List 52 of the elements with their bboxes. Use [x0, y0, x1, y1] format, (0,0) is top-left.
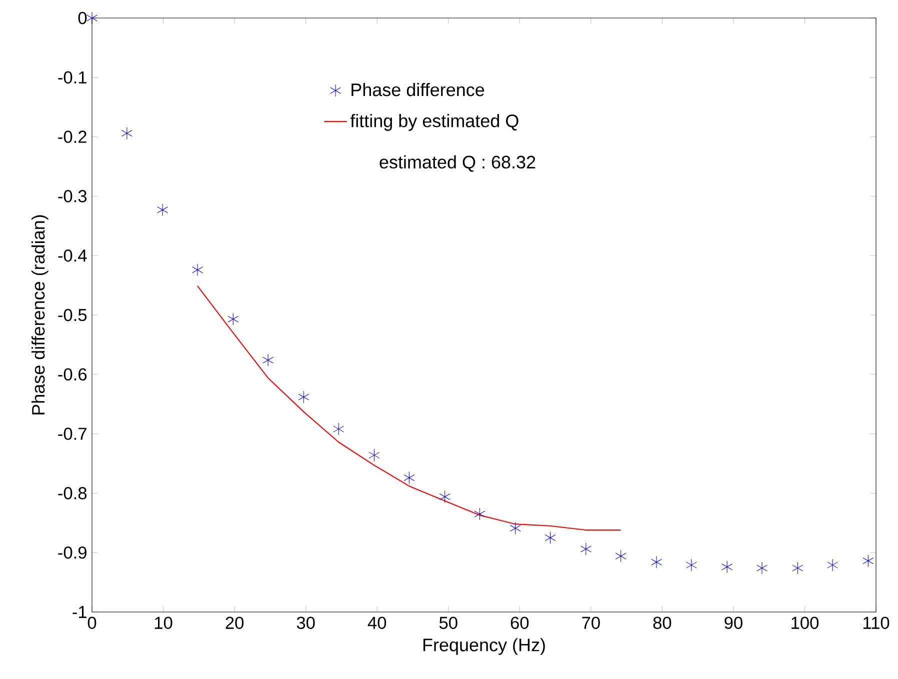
- y-tick-label: -0.9: [58, 546, 86, 559]
- y-tick-label: -0.4: [58, 249, 87, 262]
- legend-label: fitting by estimated Q: [350, 114, 518, 131]
- x-tick-label: 90: [724, 616, 742, 629]
- point: [368, 448, 380, 462]
- y-tick-label: -0.1: [58, 71, 86, 84]
- annotation: estimated Q : 68.32: [380, 155, 536, 172]
- x-tick-label: 70: [582, 616, 600, 629]
- x-axis-title: Frequency (Hz): [423, 638, 545, 655]
- x-tick-label: 0: [88, 616, 96, 629]
- point: [827, 558, 838, 572]
- point: [544, 531, 556, 544]
- y-tick-label: -0.6: [58, 368, 87, 381]
- y-axis-title: Phase difference (radian): [31, 215, 48, 414]
- point: [474, 508, 486, 520]
- point: [86, 12, 98, 24]
- point: [580, 542, 592, 556]
- y-tick-label: -0.8: [58, 487, 87, 500]
- legend-label: Phase difference: [352, 83, 484, 96]
- point: [333, 422, 344, 436]
- point: [722, 560, 733, 574]
- point: [157, 204, 168, 216]
- point: [192, 264, 203, 276]
- point: [262, 354, 274, 366]
- point: [404, 471, 415, 484]
- point: [686, 558, 697, 572]
- y-tick-label: -0.7: [58, 428, 86, 440]
- y-tick-label: -0.2: [58, 130, 86, 143]
- x-tick-label: 80: [653, 616, 672, 629]
- x-tick-label: 60: [510, 616, 529, 629]
- point: [228, 312, 239, 326]
- point: [298, 390, 310, 404]
- point: [756, 562, 768, 574]
- x-tick-label: 50: [439, 616, 458, 629]
- x-tick-label: 10: [154, 616, 172, 629]
- point: [615, 550, 626, 562]
- point: [121, 126, 132, 140]
- y-tick-label: 0: [78, 12, 87, 24]
- point: [651, 556, 662, 568]
- point: [439, 490, 450, 504]
- line-series: [196, 285, 622, 531]
- x-tick-label: 110: [864, 616, 890, 629]
- x-tick-label: 30: [296, 616, 315, 629]
- x-tick-label: 20: [226, 616, 244, 629]
- y-tick-label: -0.5: [58, 308, 87, 322]
- point: [862, 554, 874, 568]
- point: [792, 562, 804, 574]
- x-tick-label: 40: [368, 616, 386, 629]
- y-tick-label: -1: [72, 606, 86, 618]
- y-tick-label: -0.3: [58, 190, 87, 202]
- x-tick-label: 100: [792, 616, 819, 629]
- point: [510, 522, 521, 535]
